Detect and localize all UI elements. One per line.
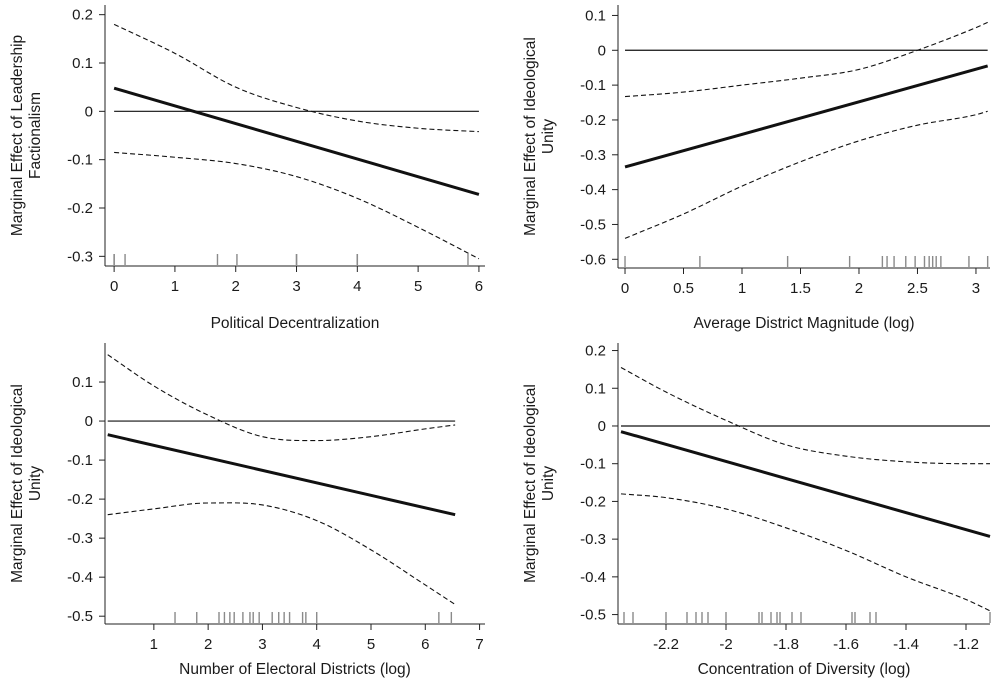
y-tick-label: -0.3 (580, 531, 606, 548)
y-tick-label: -0.1 (580, 77, 606, 94)
y-tick-label: 0.2 (585, 343, 606, 360)
y-axis-label-line: Unity (540, 119, 557, 155)
x-axis-label: Political Decentralization (211, 315, 380, 332)
x-tick-label: 5 (414, 278, 422, 295)
y-axis-label: Marginal Effect of LeadershipFactionalis… (9, 35, 44, 236)
x-axis-label: Concentration of Diversity (log) (698, 661, 911, 678)
x-tick-label: -1.2 (953, 636, 979, 653)
x-tick-label: 6 (421, 636, 429, 653)
ci-lower-line (624, 110, 988, 239)
y-tick-label: -0.4 (67, 569, 93, 586)
y-tick-label: 0.1 (585, 380, 606, 397)
y-tick-label: -0.3 (67, 530, 93, 547)
y-axis-label-line: Unity (540, 466, 557, 502)
x-tick-label: 0 (621, 280, 629, 297)
panel-3: 0.1 0 -0.1 -0.2 -0.3 -0.4 -0.5 1 2 3 4 5 6 7 Number of… (9, 343, 485, 678)
y-axis-label: Marginal Effect of IdeologicalUnity (522, 384, 557, 583)
x-axis-label: Number of Electoral Districts (log) (179, 661, 411, 678)
y-axis-label: Marginal Effect of IdeologicalUnity (522, 37, 557, 236)
y-tick-label: 0.2 (72, 7, 93, 24)
x-tick-label: 0 (110, 278, 118, 295)
y-tick-label: -0.3 (580, 147, 606, 164)
y-tick-label: -0.5 (580, 607, 606, 624)
x-tick-label: 1 (171, 278, 179, 295)
y-tick-label: -0.2 (580, 493, 606, 510)
y-tick-label: 0 (598, 418, 606, 435)
y-tick-label: 0 (598, 42, 606, 59)
x-tick-label: 7 (475, 636, 483, 653)
y-tick-label: -0.1 (580, 456, 606, 473)
y-axis-label-line: Factionalism (27, 92, 44, 179)
ci-lower-line (114, 151, 480, 260)
x-tick-label: 3 (292, 278, 300, 295)
marginal-effect-line (620, 430, 991, 538)
ci-lower-line (620, 493, 991, 612)
x-tick-label: 2 (204, 636, 212, 653)
x-tick-label: 4 (353, 278, 361, 295)
marginal-effect-line (113, 86, 480, 196)
panel-4: 0.2 0.1 0 -0.1 -0.2 -0.3 -0.4 -0.5 -2.2 -2 -1.8 -1.… (522, 343, 991, 678)
y-tick-label: -0.3 (67, 248, 93, 265)
x-tick-label: 6 (475, 278, 483, 295)
ci-upper-line (113, 23, 479, 133)
y-axis-label-line: Marginal Effect of Ideological (522, 37, 539, 236)
y-tick-label: -0.1 (67, 152, 93, 169)
y-axis-label-line: Marginal Effect of Leadership (9, 35, 26, 236)
x-tick-label: 3 (972, 280, 980, 297)
y-tick-label: 0.1 (72, 55, 93, 72)
y-tick-label: 0 (85, 413, 93, 430)
y-tick-label: -0.2 (67, 200, 93, 217)
panel-2: 0.1 0 -0.1 -0.2 -0.3 -0.4 -0.5 -0.6 0 0.5 1 1.5 2 2.5… (522, 5, 990, 332)
x-tick-label: -2.2 (653, 636, 679, 653)
x-tick-label: -1.8 (773, 636, 799, 653)
x-tick-label: 3 (258, 636, 266, 653)
y-tick-label: -0.4 (580, 182, 606, 199)
x-tick-label: 2 (232, 278, 240, 295)
x-tick-label: 1 (150, 636, 158, 653)
x-tick-label: -2 (719, 636, 732, 653)
y-tick-label: 0.1 (72, 374, 93, 391)
x-tick-label: 1.5 (790, 280, 811, 297)
y-axis-label-line: Marginal Effect of Ideological (9, 384, 26, 583)
ci-lower-line (107, 502, 456, 605)
y-tick-label: -0.2 (67, 491, 93, 508)
ci-upper-line (624, 21, 988, 98)
marginal-effect-line (107, 433, 456, 517)
y-tick-label: -0.5 (67, 608, 93, 625)
ci-upper-line (107, 354, 456, 442)
x-tick-label: 2.5 (907, 280, 928, 297)
y-tick-label: 0.1 (585, 7, 606, 24)
y-axis-label-line: Marginal Effect of Ideological (522, 384, 539, 583)
panel-1: 0.2 0.1 0 -0.1 -0.2 -0.3 0 1 2 3 4 5 6 Political Dece… (9, 5, 485, 332)
x-tick-label: 0.5 (673, 280, 694, 297)
y-tick-label: -0.5 (580, 216, 606, 233)
x-tick-label: 1 (738, 280, 746, 297)
x-tick-label: 5 (367, 636, 375, 653)
x-axis-label: Average District Magnitude (log) (693, 315, 914, 332)
x-tick-label: -1.4 (893, 636, 919, 653)
y-tick-label: -0.1 (67, 452, 93, 469)
y-tick-label: 0 (85, 103, 93, 120)
y-axis-label: Marginal Effect of IdeologicalUnity (9, 384, 44, 583)
ci-upper-line (620, 367, 990, 465)
y-axis-label-line: Unity (27, 466, 44, 502)
y-tick-label: -0.4 (580, 569, 606, 586)
y-tick-label: -0.2 (580, 112, 606, 129)
x-tick-label: -1.6 (833, 636, 859, 653)
x-tick-label: 4 (313, 636, 321, 653)
y-tick-label: -0.6 (580, 251, 606, 268)
x-tick-label: 2 (855, 280, 863, 297)
marginal-effect-line (624, 64, 989, 169)
